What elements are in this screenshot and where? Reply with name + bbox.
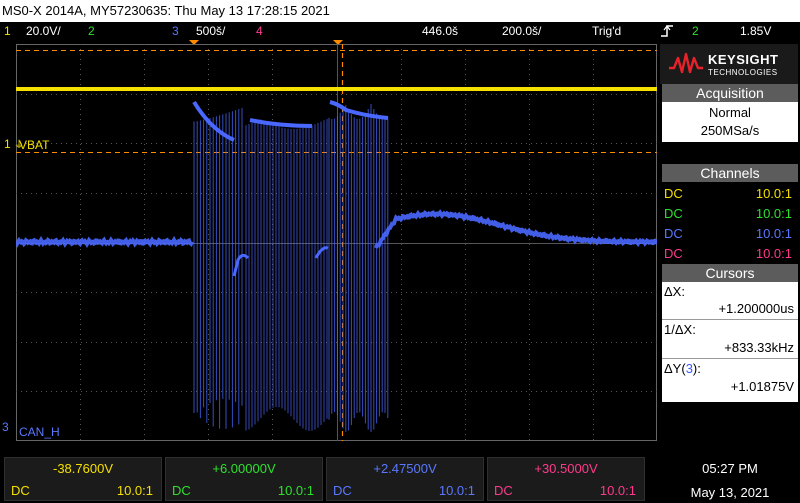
measurement-box-ch1[interactable]: -38.7600V DC 10.0:1 <box>4 457 162 501</box>
clock-time: 05:27 PM <box>702 461 758 476</box>
measurement-value: +30.5000V <box>534 461 598 476</box>
graticule <box>16 44 657 441</box>
trigger-source[interactable]: 2 <box>692 24 699 38</box>
measurement-coupling: DC <box>172 483 191 498</box>
measurement-value: +6.00000V <box>212 461 276 476</box>
right-info-panel: KEYSIGHT TECHNOLOGIES Acquisition Normal… <box>660 44 800 441</box>
channel-coupling: DC <box>664 206 683 221</box>
ch1-number[interactable]: 1 <box>4 24 11 38</box>
ch1-trace <box>16 87 657 91</box>
clock: 05:27 PM May 13, 2021 <box>660 459 800 503</box>
window-title-bar: MS0-X 2014A, MY57230635: Thu May 13 17:2… <box>0 0 800 22</box>
scope-status-bar: 1 20.0V/ 2 3 500š/ 4 446.0š 200.0š/ Trig… <box>0 22 800 40</box>
ch1-marker-number: 1 <box>4 137 11 151</box>
ch4-number[interactable]: 4 <box>256 24 263 38</box>
measurement-coupling: DC <box>333 483 352 498</box>
channel-probe-ratio: 10.0:1 <box>755 226 792 241</box>
keysight-logo: KEYSIGHT TECHNOLOGIES <box>660 44 798 84</box>
measurement-value: +2.47500V <box>373 461 437 476</box>
channel-row-4[interactable]: DC 10.0:1 <box>662 244 796 264</box>
channel-probe-ratio: 10.0:1 <box>755 186 792 201</box>
ch3-burst-dip-2 <box>314 246 329 259</box>
cursor-divider <box>662 358 798 359</box>
cursor-divider <box>662 319 798 320</box>
time-reference-marker[interactable] <box>333 40 343 45</box>
measurement-value: -38.7600V <box>53 461 113 476</box>
measurement-probe-ratio: 10.0:1 <box>438 483 475 498</box>
channel-probe-ratio: 10.0:1 <box>755 246 792 261</box>
channel-row-1[interactable]: DC 10.0:1 <box>662 184 796 204</box>
time-delay[interactable]: 446.0š <box>422 24 459 38</box>
inv-delta-x-value: +833.33kHz <box>724 340 794 355</box>
acquisition-box: Normal 250MSa/s <box>662 102 798 142</box>
delta-y-channel: 3 <box>685 361 693 376</box>
delta-y-value: +1.01875V <box>730 379 794 394</box>
ground-icon: ⏚ <box>14 140 25 151</box>
acquisition-header[interactable]: Acquisition <box>662 84 798 102</box>
delta-x-value: +1.200000us <box>718 301 794 316</box>
channel-coupling: DC <box>664 226 683 241</box>
delta-x-label: ΔX: <box>664 284 685 299</box>
measurement-box-ch2[interactable]: +6.00000V DC 10.0:1 <box>165 457 323 501</box>
trigger-status: Trig'd <box>592 24 622 38</box>
ch3-number[interactable]: 3 <box>172 24 179 38</box>
rising-edge-trigger-icon <box>660 24 674 43</box>
logo-brand: KEYSIGHT <box>708 52 779 67</box>
measurement-probe-ratio: 10.0:1 <box>277 483 314 498</box>
channel-row-3[interactable]: DC 10.0:1 <box>662 224 796 244</box>
time-scale[interactable]: 200.0š/ <box>502 24 542 38</box>
cursors-header[interactable]: Cursors <box>662 264 798 282</box>
measurement-box-ch3[interactable]: +2.47500V DC 10.0:1 <box>326 457 484 501</box>
clock-date: May 13, 2021 <box>690 485 770 500</box>
channel-coupling: DC <box>664 246 683 261</box>
cursors-box: ΔX: +1.200000us 1/ΔX: +833.33kHz ΔY(3): … <box>662 282 798 402</box>
ch3-trace-idle-left <box>16 235 194 248</box>
ch1-channel-label: VBAT <box>19 138 50 152</box>
ch3-burst-arc-2 <box>249 118 313 128</box>
channels-header[interactable]: Channels <box>662 164 798 182</box>
delta-y-label: ΔY(3): <box>664 361 798 377</box>
acquisition-mode: Normal <box>709 105 751 120</box>
ch1-ground-marker[interactable]: 1 ⏚ <box>4 138 24 152</box>
inv-delta-x-label: 1/ΔX: <box>664 322 696 337</box>
measurement-coupling: DC <box>494 483 513 498</box>
ch2-number[interactable]: 2 <box>88 24 95 38</box>
delta-y-prefix: ΔY( <box>664 361 686 376</box>
measurement-probe-ratio: 10.0:1 <box>599 483 636 498</box>
trigger-position-marker[interactable] <box>189 40 199 45</box>
channel-coupling: DC <box>664 186 683 201</box>
measurement-probe-ratio: 10.0:1 <box>116 483 153 498</box>
ch3-burst-arc-3 <box>329 100 389 120</box>
channel-probe-ratio: 10.0:1 <box>755 206 792 221</box>
ch3-marker-number: 3 <box>2 420 9 434</box>
keysight-wave-logo-icon <box>669 52 703 74</box>
ch1-scale[interactable]: 20.0V/ <box>26 24 61 38</box>
ch3-ground-marker[interactable]: 3 <box>2 421 9 433</box>
trigger-level[interactable]: 1.85V <box>740 24 772 38</box>
logo-subtitle: TECHNOLOGIES <box>708 68 778 77</box>
measurement-box-ch4[interactable]: +30.5000V DC 10.0:1 <box>487 457 645 501</box>
channel-row-2[interactable]: DC 10.0:1 <box>662 204 796 224</box>
measurement-bar: -38.7600V DC 10.0:1 +6.00000V DC 10.0:1 +2.475… <box>0 457 660 503</box>
window-title: MS0-X 2014A, MY57230635: Thu May 13 17:2… <box>2 3 330 18</box>
ch3-burst <box>193 104 389 432</box>
ch3-channel-label: CAN_H <box>19 425 60 439</box>
ch3-trace-recovery <box>374 209 657 249</box>
top-markers <box>189 40 343 45</box>
sample-rate: 250MSa/s <box>700 123 760 138</box>
ch3-scale[interactable]: 500š/ <box>196 24 226 38</box>
measurement-coupling: DC <box>11 483 30 498</box>
waveform-display[interactable] <box>16 44 657 441</box>
delta-y-suffix: ): <box>692 361 701 376</box>
ch3-burst-arc-1 <box>192 100 235 142</box>
ch3-burst-dip-1 <box>232 253 250 277</box>
